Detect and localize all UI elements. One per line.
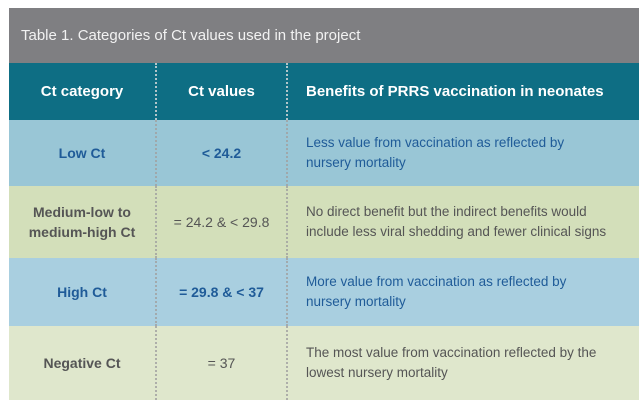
category-cell: Negative Ct bbox=[9, 326, 157, 400]
header-ct-category: Ct category bbox=[9, 63, 157, 120]
table-row: Negative Ct = 37 The most value from vac… bbox=[9, 326, 639, 400]
table-row: Low Ct < 24.2 Less value from vaccinatio… bbox=[9, 120, 639, 186]
ct-categories-table: Table 1. Categories of Ct values used in… bbox=[9, 8, 639, 400]
benefit-text: More value from vaccination as reflected… bbox=[306, 274, 567, 309]
table-title: Table 1. Categories of Ct values used in… bbox=[9, 8, 639, 63]
benefit-cell: More value from vaccination as reflected… bbox=[288, 258, 639, 326]
values-cell: = 29.8 & < 37 bbox=[157, 258, 288, 326]
benefit-text: The most value from vaccination reflecte… bbox=[306, 345, 597, 380]
values-cell: = 37 bbox=[157, 326, 288, 400]
category-cell: Medium-low to medium-high Ct bbox=[9, 186, 157, 258]
table-row: Medium-low to medium-high Ct = 24.2 & < … bbox=[9, 186, 639, 258]
table-header-row: Ct category Ct values Benefits of PRRS v… bbox=[9, 63, 639, 120]
benefit-cell: No direct benefit but the indirect benef… bbox=[288, 186, 639, 258]
benefit-text: No direct benefit but the indirect benef… bbox=[306, 204, 607, 239]
table-row: High Ct = 29.8 & < 37 More value from va… bbox=[9, 258, 639, 326]
category-cell: High Ct bbox=[9, 258, 157, 326]
header-ct-values: Ct values bbox=[157, 63, 288, 120]
category-cell: Low Ct bbox=[9, 120, 157, 186]
benefit-cell: The most value from vaccination reflecte… bbox=[288, 326, 639, 400]
benefit-cell: Less value from vaccination as reflected… bbox=[288, 120, 639, 186]
header-benefits: Benefits of PRRS vaccination in neonates bbox=[306, 82, 604, 100]
values-cell: < 24.2 bbox=[157, 120, 288, 186]
values-cell: = 24.2 & < 29.8 bbox=[157, 186, 288, 258]
benefit-text: Less value from vaccination as reflected… bbox=[306, 135, 565, 170]
